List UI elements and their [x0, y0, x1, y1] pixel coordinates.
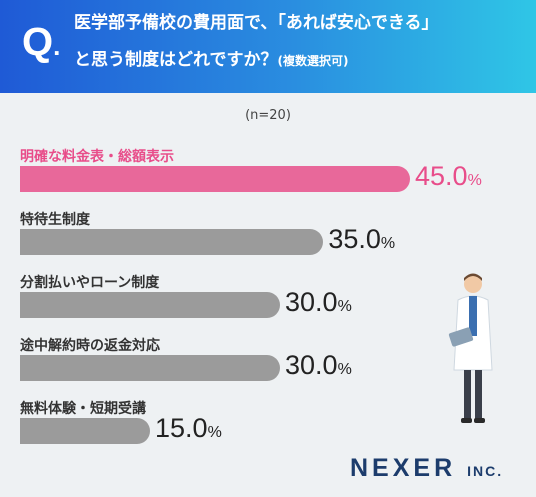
logo-suffix: INC.: [467, 463, 504, 479]
q-dot: .: [53, 31, 61, 61]
nexer-logo: NEXER INC.: [350, 454, 503, 483]
category-label: 分割払いやローン制度: [20, 275, 160, 291]
question-mark: Q.: [22, 22, 60, 66]
value-unit: %: [467, 172, 482, 189]
value-label: 35.0%: [328, 224, 395, 255]
category-label: 無料体験・短期受講: [20, 401, 146, 417]
logo-name: NEXER: [350, 454, 457, 482]
value-label: 30.0%: [285, 350, 352, 381]
bar: [20, 292, 280, 318]
value-unit: %: [337, 361, 352, 378]
value-label: 30.0%: [285, 287, 352, 318]
value-unit: %: [380, 235, 396, 252]
header-banner: Q. 医学部予備校の費用面で、「あれば安心できる」 と思う制度はどれですか？(複…: [0, 0, 536, 93]
category-label: 明確な料金表・総額表示: [20, 149, 174, 165]
question-text: と思う制度はどれですか？: [74, 50, 278, 70]
sample-size: (n=20): [245, 108, 291, 123]
value-number: 15.0: [155, 413, 208, 443]
value-number: 35.0: [328, 224, 381, 254]
value-number: 30.0: [285, 350, 338, 380]
question-line-2: と思う制度はどれですか？(複数選択可): [74, 45, 348, 70]
bar: [20, 166, 410, 192]
value-label: 15.0%: [155, 413, 222, 444]
value-number: 45.0: [415, 161, 468, 191]
q-letter: Q: [22, 20, 54, 64]
value-unit: %: [207, 424, 222, 441]
category-label: 途中解約時の返金対応: [20, 338, 160, 354]
value-label: 45.0%: [415, 161, 482, 192]
bar: [20, 229, 324, 255]
value-number: 30.0: [285, 287, 338, 317]
question-line-1: 医学部予備校の費用面で、「あれば安心できる」: [74, 13, 439, 33]
bar: [20, 418, 150, 444]
value-unit: %: [337, 298, 352, 315]
doctor-illustration: [448, 273, 493, 423]
category-label: 特待生制度: [20, 212, 90, 228]
question-note: (複数選択可): [277, 54, 349, 68]
bar: [20, 355, 280, 381]
